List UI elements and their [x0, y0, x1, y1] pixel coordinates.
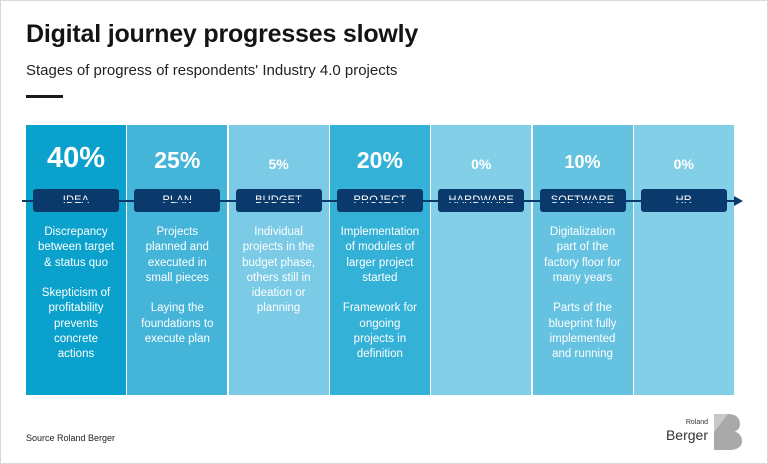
stage-description: Individual projects in the budget phase,…: [242, 226, 316, 315]
stage-column-project: 20% Implementation of modules of larger p…: [329, 125, 430, 395]
stage-description: Implementation of modules of larger proj…: [340, 226, 420, 361]
stage-value: 5%: [268, 156, 289, 172]
stage-column-plan: 25% Projects planned and executed in smal…: [127, 125, 228, 395]
stage-description: Projects planned and executed in small p…: [141, 226, 214, 346]
title-underline: [26, 95, 63, 98]
chart-title: Digital journey progresses slowly: [26, 20, 419, 48]
logo-b-mark-icon: [714, 414, 742, 450]
roland-berger-logo: Roland Berger: [666, 412, 746, 452]
stage-value: 25%: [154, 147, 201, 173]
stage-description: Discrepancy between target & status quo …: [37, 226, 115, 361]
timeline-axis: [22, 200, 737, 202]
stage-column-idea: 40% Discrepancy between target & status q…: [26, 125, 126, 395]
logo-text-big: Berger: [665, 427, 708, 443]
stage-value: 20%: [356, 147, 403, 173]
stage-column-hardware: 0%: [431, 125, 532, 395]
stage-value: 10%: [564, 152, 601, 172]
stage-column-software: 10% Digitalization part of the factory fl…: [532, 125, 633, 395]
timeline-arrow-icon: [734, 196, 743, 206]
stage-value: 0%: [471, 156, 492, 172]
logo-text-small: Roland: [685, 419, 708, 426]
stage-column-budget: 5% Individual projects in the budget phas…: [228, 125, 329, 395]
stage-value: 0%: [673, 156, 694, 172]
stage-column-hr: 0%: [633, 125, 734, 395]
source-note: Source Roland Berger: [26, 433, 116, 443]
stage-value: 40%: [46, 142, 106, 174]
stage-description: Digitalization part of the factory floor…: [544, 226, 621, 361]
chart-subtitle: Stages of progress of respondents' Indus…: [26, 62, 398, 79]
